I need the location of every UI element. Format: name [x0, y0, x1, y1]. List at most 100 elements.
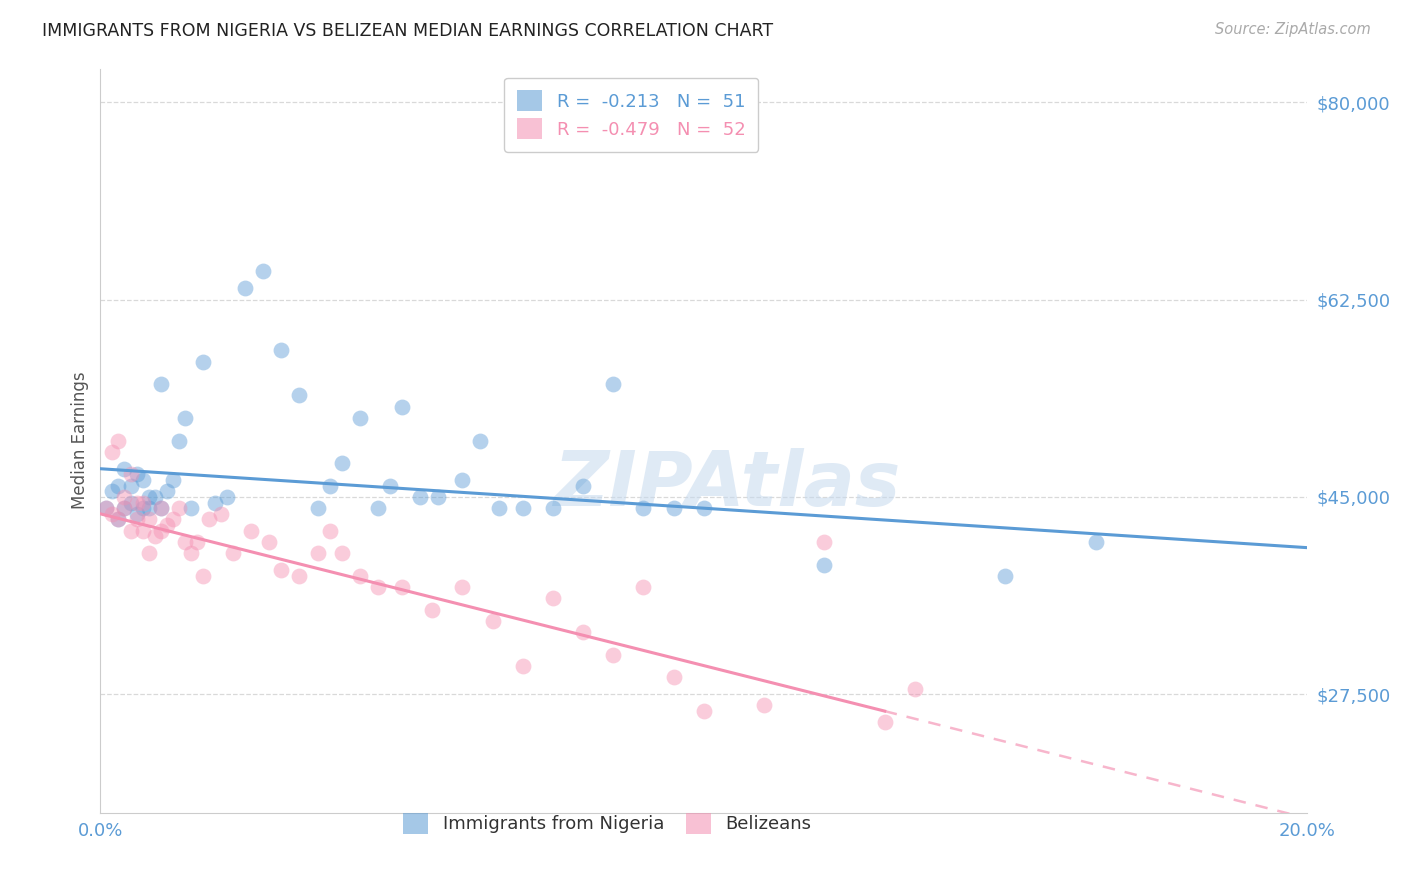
Point [633, 501, 655, 516]
Point [215, 490, 238, 504]
Point [873, 715, 896, 730]
Point [143, 529, 166, 543]
Point [994, 569, 1017, 583]
Point [138, 546, 160, 560]
Point [96, 501, 118, 516]
Point [167, 434, 190, 448]
Legend: Immigrants from Nigeria, Belizeans: Immigrants from Nigeria, Belizeans [392, 802, 823, 845]
Point [904, 681, 927, 696]
Point [114, 501, 136, 516]
Point [149, 524, 172, 538]
Point [131, 524, 153, 538]
Point [131, 501, 153, 516]
Point [420, 602, 443, 616]
Point [107, 434, 129, 448]
Text: Source: ZipAtlas.com: Source: ZipAtlas.com [1215, 22, 1371, 37]
Point [451, 473, 474, 487]
Point [114, 501, 136, 516]
Point [451, 580, 474, 594]
Point [752, 698, 775, 713]
Point [378, 478, 401, 492]
Point [427, 490, 450, 504]
Point [120, 524, 142, 538]
Point [107, 512, 129, 526]
Point [125, 467, 148, 482]
Point [191, 569, 214, 583]
Point [107, 512, 129, 526]
Point [101, 484, 124, 499]
Point [318, 524, 340, 538]
Point [173, 535, 195, 549]
Point [120, 495, 142, 509]
Point [409, 490, 432, 504]
Point [149, 501, 172, 516]
Point [209, 507, 232, 521]
Point [367, 501, 389, 516]
Point [198, 512, 221, 526]
Point [173, 411, 195, 425]
Point [101, 445, 124, 459]
Point [662, 501, 685, 516]
Point [167, 501, 190, 516]
Text: ZIPAtlas: ZIPAtlas [554, 448, 901, 522]
Point [572, 625, 595, 640]
Text: IMMIGRANTS FROM NIGERIA VS BELIZEAN MEDIAN EARNINGS CORRELATION CHART: IMMIGRANTS FROM NIGERIA VS BELIZEAN MEDI… [42, 22, 773, 40]
Point [288, 569, 311, 583]
Point [318, 478, 340, 492]
Point [222, 546, 245, 560]
Point [512, 501, 534, 516]
Point [180, 546, 202, 560]
Point [114, 490, 136, 504]
Point [813, 558, 835, 572]
Point [259, 535, 281, 549]
Point [125, 512, 148, 526]
Point [149, 501, 172, 516]
Point [572, 478, 595, 492]
Point [288, 388, 311, 402]
Point [470, 434, 492, 448]
Point [602, 648, 624, 662]
Y-axis label: Median Earnings: Median Earnings [72, 372, 89, 509]
Point [270, 343, 292, 358]
Point [367, 580, 389, 594]
Point [149, 377, 172, 392]
Point [391, 580, 413, 594]
Point [120, 478, 142, 492]
Point [191, 354, 214, 368]
Point [330, 456, 353, 470]
Point [156, 484, 179, 499]
Point [114, 461, 136, 475]
Point [541, 591, 564, 606]
Point [349, 569, 371, 583]
Point [307, 546, 329, 560]
Point [512, 659, 534, 673]
Point [180, 501, 202, 516]
Point [692, 704, 714, 718]
Point [186, 535, 208, 549]
Point [349, 411, 371, 425]
Point [252, 264, 274, 278]
Point [125, 507, 148, 521]
Point [240, 524, 263, 538]
Point [138, 490, 160, 504]
Point [1084, 535, 1107, 549]
Point [131, 495, 153, 509]
Point [101, 507, 124, 521]
Point [107, 478, 129, 492]
Point [125, 495, 148, 509]
Point [662, 670, 685, 684]
Point [138, 512, 160, 526]
Point [307, 501, 329, 516]
Point [270, 563, 292, 577]
Point [143, 490, 166, 504]
Point [96, 501, 118, 516]
Point [602, 377, 624, 392]
Point [156, 518, 179, 533]
Point [330, 546, 353, 560]
Point [204, 495, 226, 509]
Point [391, 400, 413, 414]
Point [633, 580, 655, 594]
Point [813, 535, 835, 549]
Point [692, 501, 714, 516]
Point [233, 281, 256, 295]
